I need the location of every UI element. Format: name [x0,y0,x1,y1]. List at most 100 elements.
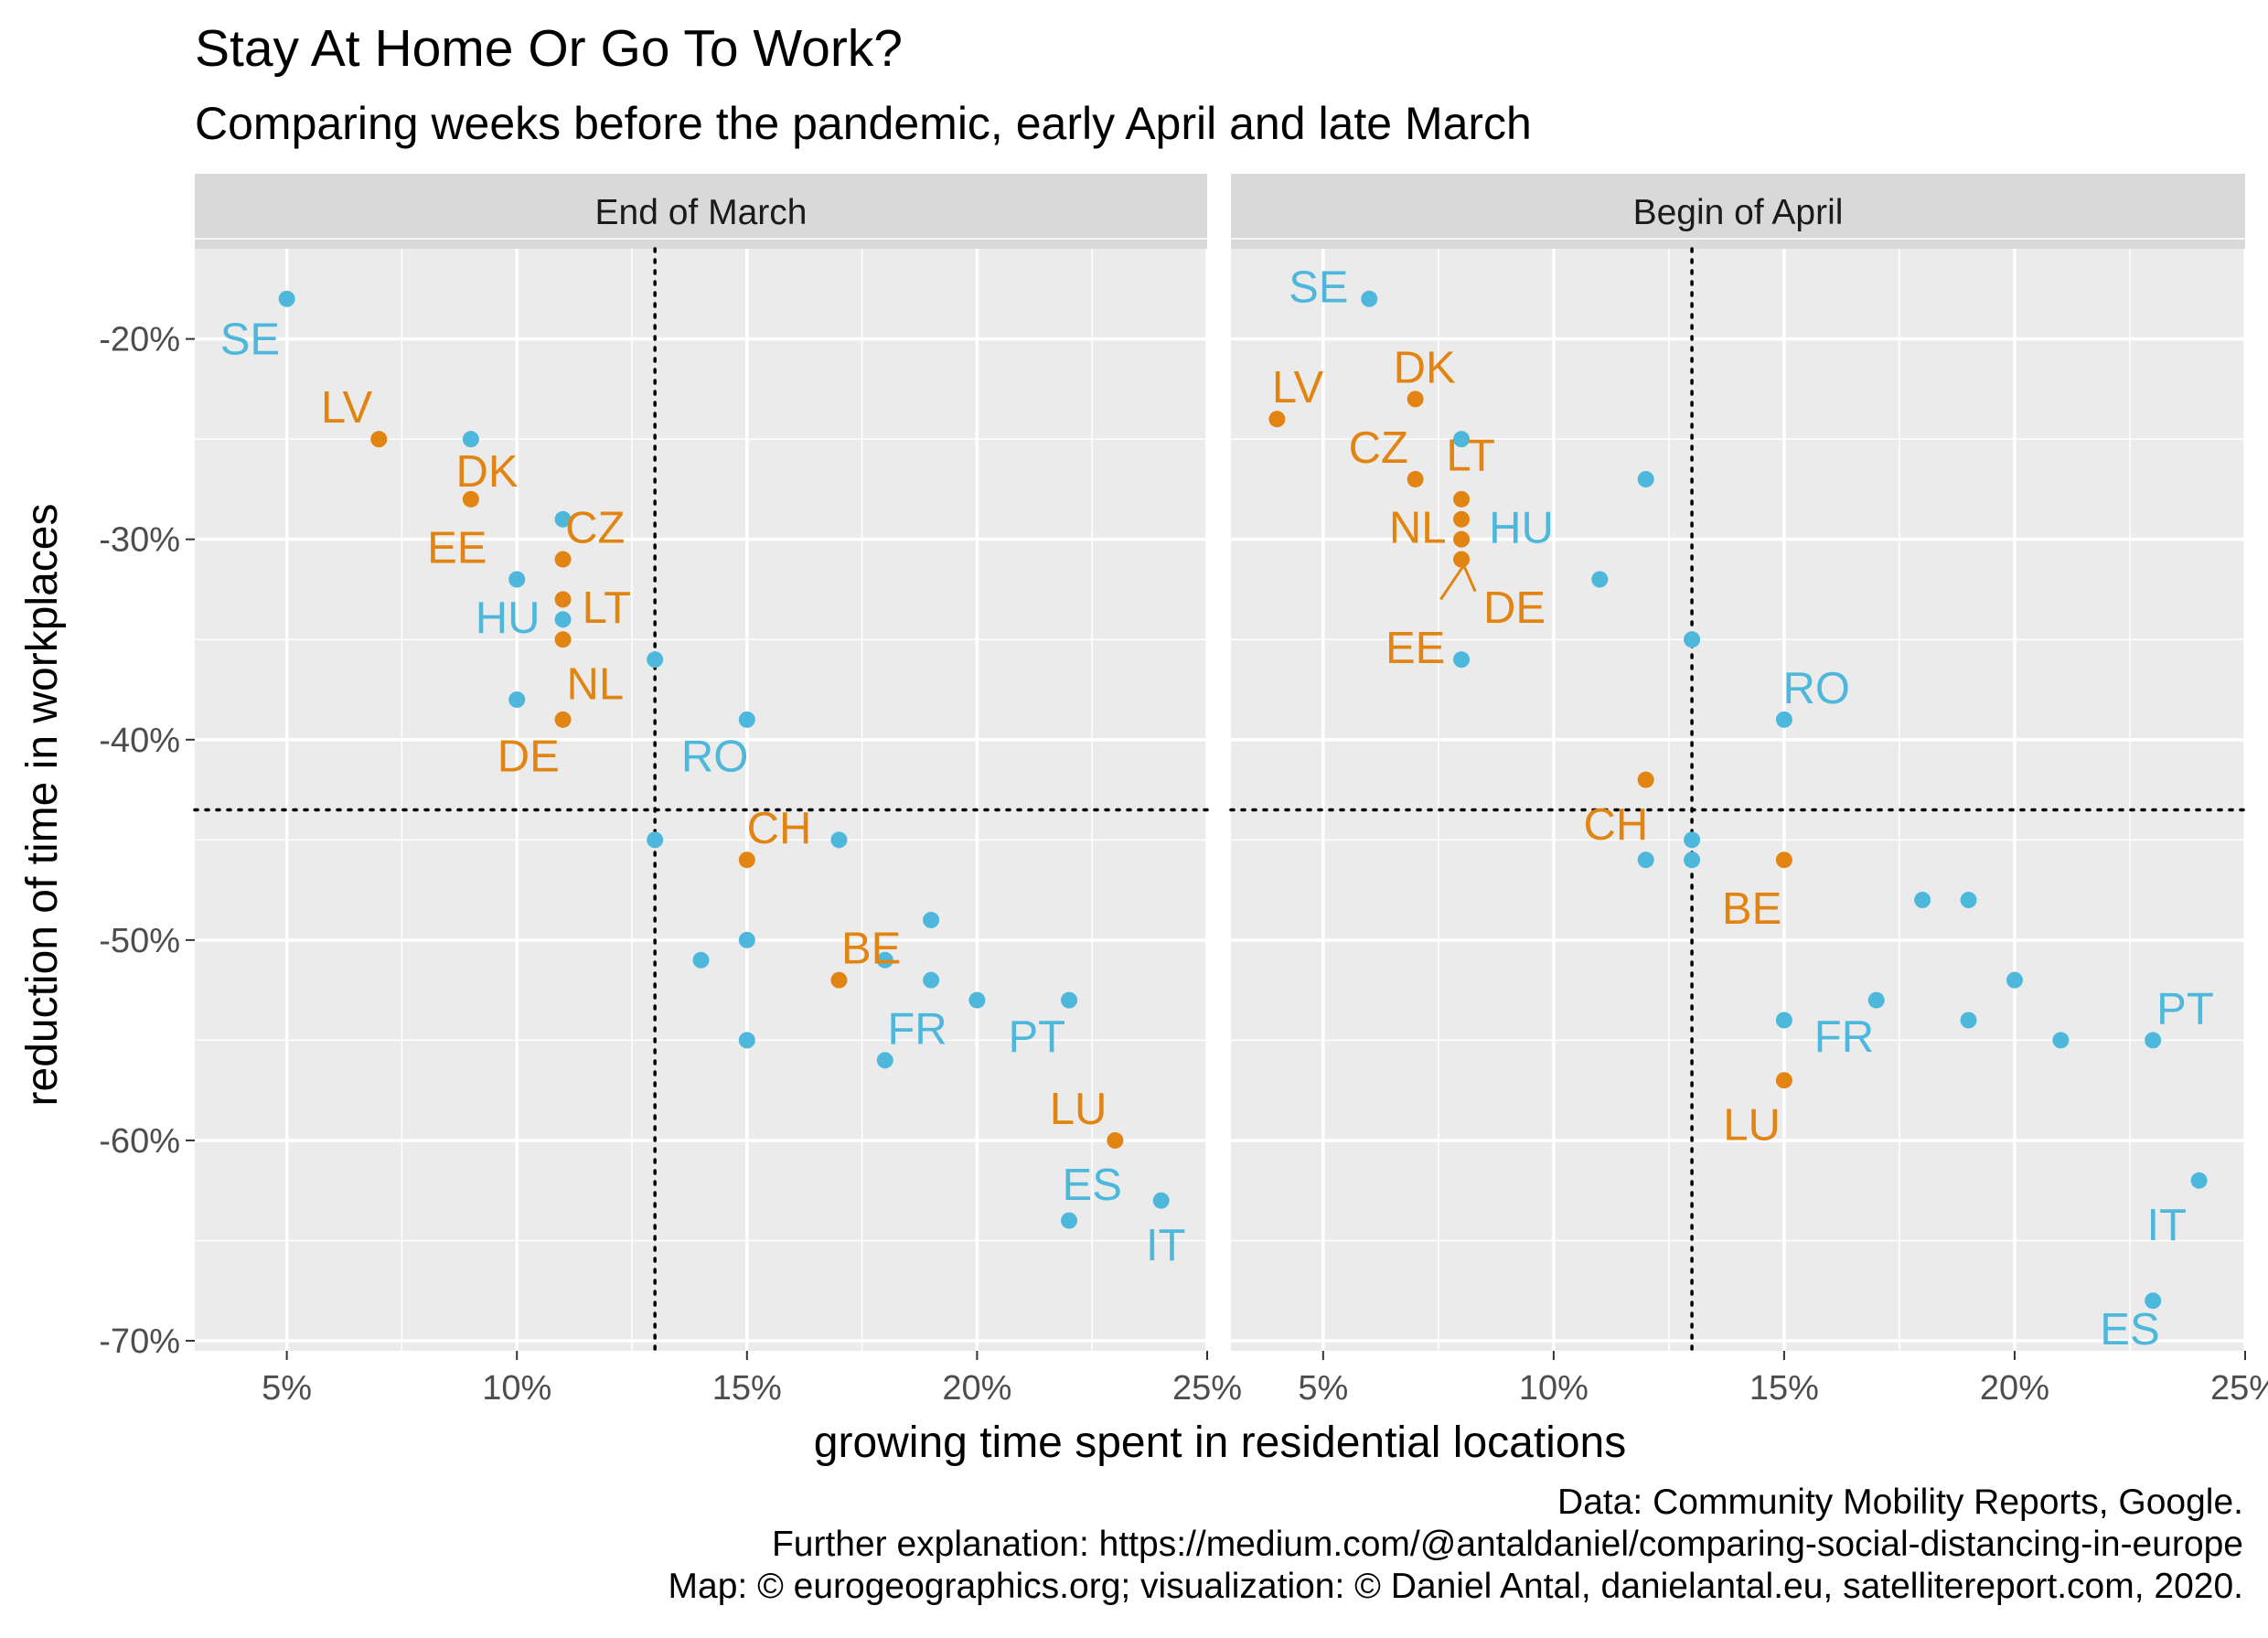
data-point [738,851,755,869]
country-label: LV [321,383,373,433]
x-tick-label: 10% [482,1369,551,1408]
facet-strip-label: End of March [595,193,808,232]
country-label: LT [583,583,632,633]
data-point [647,651,664,669]
panel-background [1231,249,2245,1351]
data-point [647,831,664,849]
data-point [554,551,572,568]
data-point [738,931,755,948]
y-tick-label: -50% [99,922,180,960]
data-point [923,911,940,928]
data-point [462,490,479,508]
data-point [1453,510,1471,528]
data-point [1960,892,1977,909]
country-label: CZ [565,504,625,553]
country-label: IT [1146,1221,1186,1270]
data-point [462,431,479,448]
country-label: DE [497,732,560,781]
data-point [1407,470,1424,487]
data-point [278,290,295,307]
x-tick-label: 25% [2210,1369,2268,1408]
x-tick-label: 5% [262,1369,312,1408]
data-point [508,691,526,708]
data-point [876,1052,893,1069]
caption-credits: Map: © eurogeographics.org; visualizatio… [668,1567,2243,1606]
data-point [1061,991,1078,1009]
country-label: SE [1289,263,1348,313]
data-point [1268,411,1286,428]
data-point [370,431,388,448]
data-point [1453,490,1471,508]
data-point [2145,1032,2162,1049]
country-label: DE [1483,583,1546,633]
country-label: CH [747,804,812,853]
data-point [1775,851,1792,869]
country-label: LU [1050,1085,1107,1134]
data-point [1637,851,1654,869]
country-label: HU [1489,504,1554,553]
country-label: EE [427,523,487,573]
y-tick-label: -20% [99,321,180,359]
data-point [1361,290,1378,307]
country-label: PT [2156,984,2214,1033]
country-label: ES [2100,1305,2159,1354]
y-tick-label: -60% [99,1122,180,1161]
data-point [1407,391,1424,408]
country-label: SE [220,316,280,365]
country-label: ES [1063,1161,1122,1210]
x-tick-label: 15% [712,1369,782,1408]
country-label: CZ [1349,423,1408,473]
data-point [1960,1012,1977,1029]
data-point [1591,571,1609,588]
data-point [1637,771,1654,788]
data-point [2145,1292,2162,1310]
data-point [1914,892,1931,909]
data-point [1453,431,1471,448]
data-point [1684,851,1701,869]
caption-explanation-link: Further explanation: https://medium.com/… [771,1525,2243,1564]
country-label: IT [2147,1201,2188,1250]
data-point [554,591,572,608]
label-leader-line [1439,564,1465,601]
facet-panel: Begin of April 5% 10% 15% 20% 25% SE LV DK CZ LT NL… [1229,174,2268,1408]
data-point [830,971,848,989]
data-point [738,1032,755,1049]
country-label: BE [841,925,901,974]
panels-layer: End of March 5% 10% 15% 20% 25% -20% -30% -40% -5… [99,174,2268,1408]
x-tick-label: 20% [942,1369,1011,1408]
country-label: RO [1782,664,1850,713]
data-point [554,611,572,628]
country-label: CH [1584,800,1649,850]
label-leader-line [1462,564,1477,593]
x-axis-title: growing time spent in residential locati… [814,1419,1626,1467]
data-point [1775,1012,1792,1029]
caption: Data: Community Mobility Reports, Google… [669,1482,2243,1608]
country-label: RO [681,732,749,781]
chart-subtitle: Comparing weeks before the pandemic, ear… [195,98,1532,149]
data-point [1684,831,1701,849]
data-point [968,991,986,1009]
data-point [876,951,893,969]
data-point [1453,530,1471,548]
y-tick-label: -70% [99,1322,180,1361]
country-label: FR [1814,1012,1874,1062]
y-tick-label: -40% [99,722,180,760]
data-point [2190,1172,2208,1189]
facet-panel: End of March 5% 10% 15% 20% 25% -20% -30% -40% -5… [99,174,1242,1408]
chart-title: Stay At Home Or Go To Work? [195,19,904,78]
y-axis-title: reduction of time in workplaces [18,504,67,1107]
data-point [1453,651,1471,669]
panel-background [195,249,1207,1351]
data-point [1061,1212,1078,1229]
country-label: FR [887,1004,947,1054]
country-label: NL [1389,504,1447,553]
data-point [1775,1072,1792,1089]
caption-data-source: Data: Community Mobility Reports, Google… [1557,1483,2243,1522]
data-point [830,831,848,849]
country-label: EE [1385,624,1445,673]
data-point [554,510,572,528]
data-point [554,631,572,648]
data-point [1775,711,1792,728]
country-label: HU [476,594,540,643]
